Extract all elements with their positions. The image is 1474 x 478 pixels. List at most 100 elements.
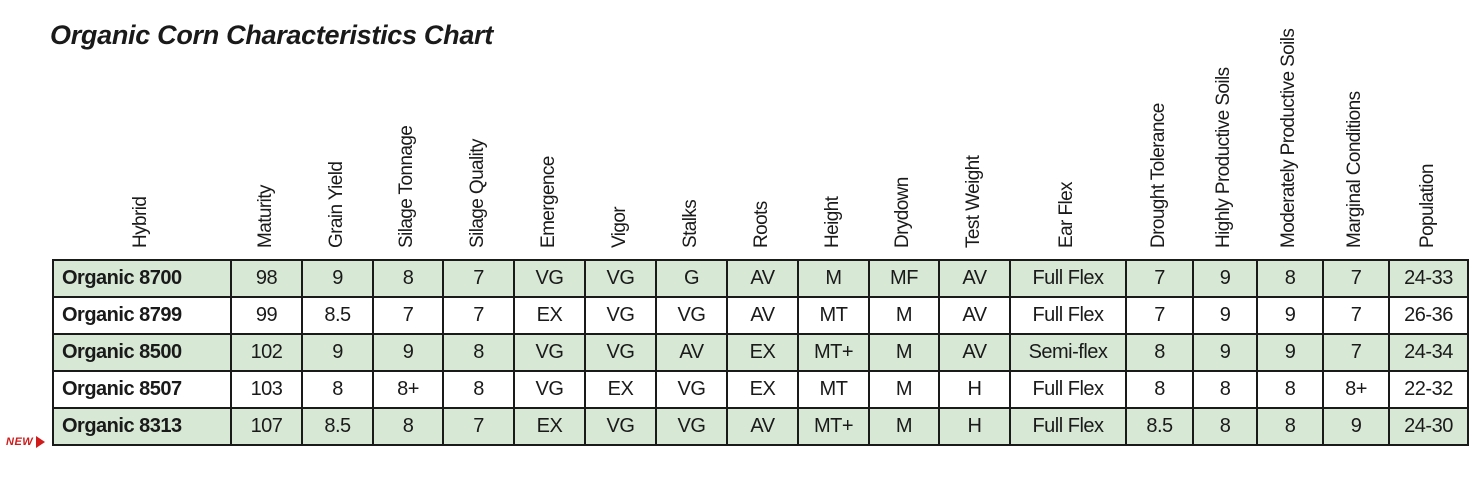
- cell-ear-flex: Full Flex: [1009, 407, 1127, 446]
- cell-test-weight: AV: [938, 333, 1011, 372]
- cell-vigor: VG: [584, 259, 657, 298]
- cell-silage-tonnage: 9: [372, 333, 444, 372]
- cell-silage-quality: 8: [442, 333, 515, 372]
- column-header-label: Roots: [750, 201, 772, 248]
- cell-population: 26-36: [1388, 296, 1469, 335]
- table-row: Organic 8799 99 8.5 7 7 EX VG VG AV MT M AV Full Fle…: [52, 296, 1469, 335]
- arrow-right-icon: [36, 436, 46, 448]
- hybrid-name-cell: Organic 8799: [52, 296, 232, 335]
- table-row: Organic 8313 107 8.5 8 7 EX VG VG AV MT+ M H Full Fl…: [52, 407, 1469, 446]
- cell-moderately-productive-soils: 8: [1256, 259, 1324, 298]
- column-header-label: Highly Productive Soils: [1213, 67, 1234, 248]
- cell-population: 22-32: [1388, 370, 1469, 409]
- cell-moderately-productive-soils: 9: [1256, 296, 1324, 335]
- column-header-label: Silage Tonnage: [396, 125, 417, 248]
- column-header-label: Drought Tolerance: [1147, 103, 1169, 248]
- cell-grain-yield: 8.5: [301, 407, 374, 446]
- hybrid-name-cell: Organic 8700: [52, 259, 232, 298]
- cell-silage-tonnage: 8+: [372, 370, 444, 409]
- column-header-drydown: Drydown: [868, 0, 938, 252]
- column-header-label: Emergence: [537, 156, 559, 248]
- cell-grain-yield: 8.5: [301, 296, 374, 335]
- cell-stalks: VG: [655, 296, 728, 335]
- cell-test-weight: AV: [938, 259, 1011, 298]
- cell-highly-productive-soils: 8: [1192, 407, 1258, 446]
- column-header-label: Marginal Conditions: [1344, 91, 1365, 248]
- cell-roots: AV: [726, 259, 799, 298]
- cell-height: MT+: [797, 407, 870, 446]
- cell-drought-tolerance: 8: [1125, 333, 1194, 372]
- column-header-label: Population: [1416, 164, 1438, 248]
- cell-emergence: EX: [513, 296, 586, 335]
- cell-ear-flex: Full Flex: [1009, 370, 1127, 409]
- cell-ear-flex: Full Flex: [1009, 259, 1127, 298]
- cell-vigor: VG: [584, 296, 657, 335]
- cell-stalks: G: [655, 259, 728, 298]
- cell-ear-flex: Semi-flex: [1009, 333, 1127, 372]
- cell-height: M: [797, 259, 870, 298]
- new-badge-label: NEW: [6, 436, 34, 448]
- cell-drought-tolerance: 7: [1125, 259, 1194, 298]
- column-header-silage-tonnage: Silage Tonnage: [372, 0, 442, 252]
- hybrid-name-cell: Organic 8500: [52, 333, 232, 372]
- cell-silage-quality: 8: [442, 370, 515, 409]
- cell-marginal-conditions: 7: [1322, 296, 1390, 335]
- column-header-label: Test Weight: [962, 155, 984, 248]
- cell-vigor: EX: [584, 370, 657, 409]
- cell-drought-tolerance: 8: [1125, 370, 1194, 409]
- cell-test-weight: AV: [938, 296, 1011, 335]
- cell-silage-tonnage: 7: [372, 296, 444, 335]
- cell-population: 24-34: [1388, 333, 1469, 372]
- column-header-test-weight: Test Weight: [938, 0, 1009, 252]
- column-header-label: Ear Flex: [1056, 182, 1077, 248]
- cell-grain-yield: 8: [301, 370, 374, 409]
- cell-test-weight: H: [938, 407, 1011, 446]
- column-header-marginal-conditions: Marginal Conditions: [1322, 0, 1388, 252]
- cell-drydown: M: [868, 370, 940, 409]
- cell-silage-quality: 7: [442, 296, 515, 335]
- cell-drydown: M: [868, 296, 940, 335]
- cell-drought-tolerance: 8.5: [1125, 407, 1194, 446]
- column-header-grain-yield: Grain Yield: [301, 0, 372, 252]
- cell-emergence: VG: [513, 370, 586, 409]
- column-header-silage-quality: Silage Quality: [442, 0, 513, 252]
- cell-moderately-productive-soils: 8: [1256, 407, 1324, 446]
- cell-emergence: VG: [513, 333, 586, 372]
- cell-maturity: 99: [230, 296, 303, 335]
- table-row: Organic 8500 102 9 9 8 VG VG AV EX MT+ M AV Semi-fle…: [52, 333, 1469, 372]
- cell-marginal-conditions: 8+: [1322, 370, 1390, 409]
- cell-drydown: MF: [868, 259, 940, 298]
- column-header-label: Height: [821, 196, 843, 248]
- column-header-hybrid: Hybrid: [52, 0, 230, 252]
- hybrid-name-cell: Organic 8313: [52, 407, 232, 446]
- column-header-label: Silage Quality: [466, 139, 488, 248]
- cell-roots: EX: [726, 333, 799, 372]
- cell-silage-quality: 7: [442, 259, 515, 298]
- column-header-label: Stalks: [679, 199, 701, 248]
- column-header-label: Drydown: [892, 177, 913, 248]
- cell-emergence: VG: [513, 259, 586, 298]
- column-header-vigor: Vigor: [584, 0, 655, 252]
- cell-roots: AV: [726, 407, 799, 446]
- cell-vigor: VG: [584, 407, 657, 446]
- hybrid-name-cell: Organic 8507: [52, 370, 232, 409]
- column-header-label: Grain Yield: [325, 161, 347, 248]
- column-header-maturity: Maturity: [230, 0, 301, 252]
- cell-highly-productive-soils: 9: [1192, 296, 1258, 335]
- page-title: Organic Corn Characteristics Chart: [50, 20, 493, 50]
- column-header-moderately-productive-soils: Moderately Productive Soils: [1256, 0, 1322, 252]
- column-header-label: Vigor: [608, 206, 630, 248]
- cell-moderately-productive-soils: 9: [1256, 333, 1324, 372]
- column-header-highly-productive-soils: Highly Productive Soils: [1192, 0, 1256, 252]
- cell-drydown: M: [868, 333, 940, 372]
- cell-highly-productive-soils: 9: [1192, 259, 1258, 298]
- column-header-roots: Roots: [726, 0, 797, 252]
- cell-stalks: AV: [655, 333, 728, 372]
- cell-ear-flex: Full Flex: [1009, 296, 1127, 335]
- cell-roots: AV: [726, 296, 799, 335]
- column-header-height: Height: [797, 0, 868, 252]
- cell-population: 24-33: [1388, 259, 1469, 298]
- column-header-stalks: Stalks: [655, 0, 726, 252]
- cell-marginal-conditions: 7: [1322, 333, 1390, 372]
- characteristics-table: Organic 8700 98 9 8 7 VG VG G AV M MF AV Full Flex 7 9…: [52, 259, 1469, 446]
